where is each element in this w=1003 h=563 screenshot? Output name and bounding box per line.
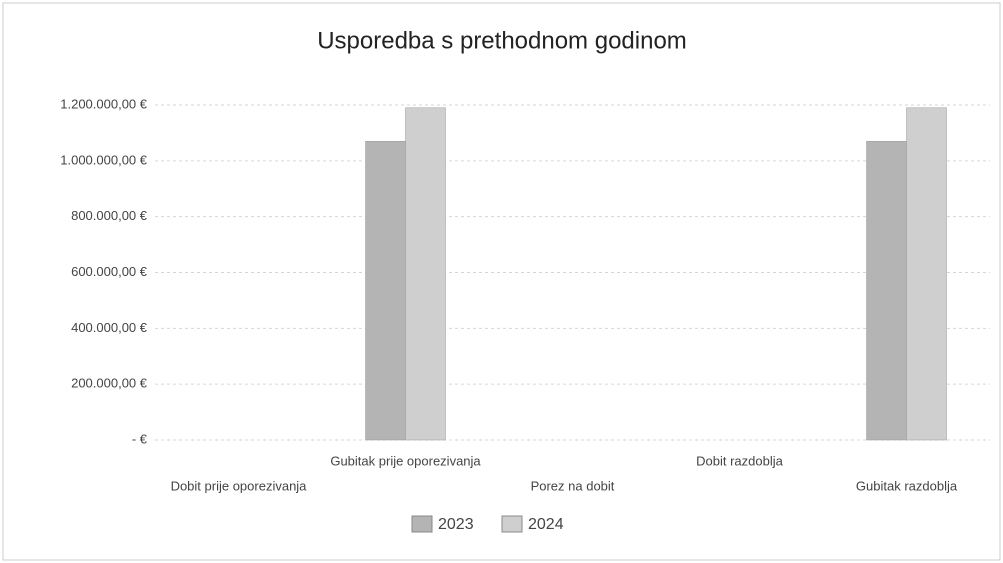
y-tick-label: 1.200.000,00 € — [60, 96, 148, 111]
x-tick-label: Dobit razdoblja — [696, 453, 783, 468]
bar — [405, 107, 446, 441]
chart-title: Usporedba s prethodnom godinom — [317, 27, 687, 54]
legend-label: 2023 — [438, 516, 474, 533]
y-tick-label: 600.000,00 € — [71, 264, 148, 279]
y-tick-label: - € — [132, 431, 148, 446]
y-tick-label: 200.000,00 € — [71, 376, 148, 391]
bar — [866, 141, 907, 441]
x-tick-label: Dobit prije oporezivanja — [171, 478, 308, 493]
legend-label: 2024 — [528, 516, 564, 533]
x-tick-label: Gubitak prije oporezivanja — [330, 453, 481, 468]
bar — [906, 107, 947, 441]
legend-swatch — [411, 515, 433, 533]
x-tick-label: Gubitak razdoblja — [856, 478, 958, 493]
y-tick-label: 400.000,00 € — [71, 320, 148, 335]
x-tick-label: Porez na dobit — [531, 478, 615, 493]
bar — [365, 141, 406, 441]
y-tick-label: 800.000,00 € — [71, 208, 148, 223]
legend-swatch — [501, 515, 523, 533]
y-tick-label: 1.000.000,00 € — [60, 152, 148, 167]
